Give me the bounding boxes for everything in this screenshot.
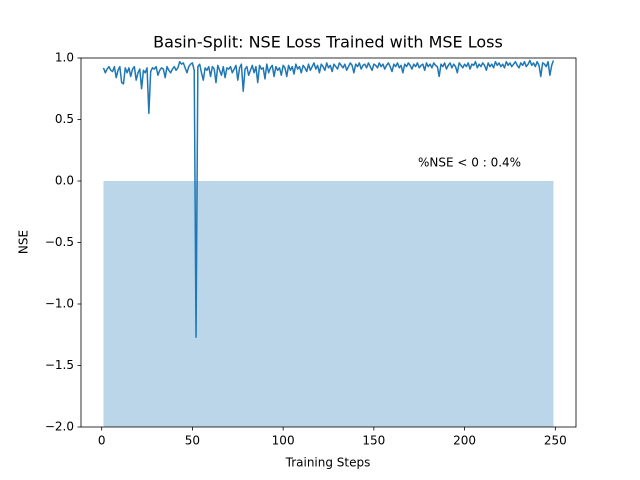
x-tick-label: 100: [272, 434, 295, 448]
y-tick-label: −0.5: [45, 235, 74, 249]
y-tick-label: 0.0: [55, 174, 74, 188]
x-tick-label: 150: [362, 434, 385, 448]
shaded-region: [103, 181, 554, 427]
x-axis-label: Training Steps: [285, 456, 371, 470]
annotation: %NSE < 0 : 0.4%: [418, 156, 521, 170]
chart-title: Basin-Split: NSE Loss Trained with MSE L…: [153, 33, 503, 52]
y-axis-label: NSE: [17, 230, 31, 254]
x-tick-label: 0: [98, 434, 106, 448]
data-line: [102, 59, 555, 338]
x-tick-label: 200: [453, 434, 476, 448]
y-tick-label: −1.5: [45, 358, 74, 372]
y-tick-label: −2.0: [45, 420, 74, 434]
x-tick-label: 50: [185, 434, 200, 448]
y-tick-label: 1.0: [55, 51, 74, 65]
y-tick-label: −1.0: [45, 297, 74, 311]
x-tick-label: 250: [544, 434, 567, 448]
y-tick-label: 0.5: [55, 112, 74, 126]
